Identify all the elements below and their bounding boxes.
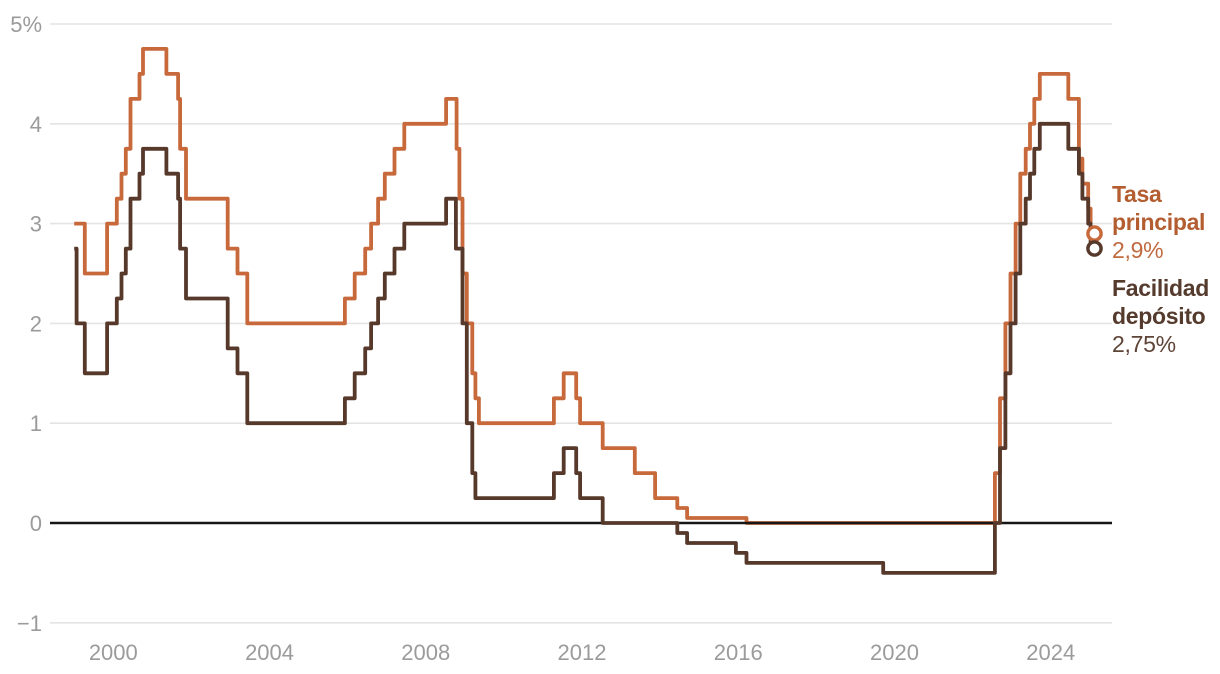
legend-main-rate-label: Tasa principal (1112, 180, 1220, 236)
legend-main-rate: Tasa principal 2,9% (1112, 180, 1220, 264)
end-marker-tasa-principal (1086, 225, 1103, 242)
legend-deposit-label-line1: Facilidad (1112, 275, 1209, 301)
legend-deposit: Facilidad depósito 2,75% (1112, 274, 1220, 358)
x-tick-label: 2016 (714, 640, 763, 665)
legend-main-rate-label-line1: Tasa (1112, 181, 1162, 207)
legend-main-rate-label-line2: principal (1112, 209, 1206, 235)
y-tick-label: 5% (10, 12, 42, 37)
y-tick-label: −1 (17, 611, 42, 636)
y-tick-label: 1 (30, 411, 42, 436)
y-tick-label: 0 (30, 511, 42, 536)
series-line-facilidad-deposito (74, 121, 1095, 575)
y-tick-label: 3 (30, 212, 42, 237)
x-tick-label: 2008 (401, 640, 450, 665)
legend-main-rate-value: 2,9% (1112, 237, 1164, 263)
chart-legend: Tasa principal 2,9% Facilidad depósito 2… (1112, 180, 1220, 368)
legend-deposit-value: 2,75% (1112, 331, 1176, 357)
y-tick-label: 2 (30, 311, 42, 336)
series-line-tasa-principal (74, 47, 1095, 525)
end-marker-facilidad-deposito (1086, 240, 1103, 257)
x-tick-label: 2000 (89, 640, 138, 665)
x-tick-label: 2024 (1026, 640, 1075, 665)
legend-deposit-label: Facilidad depósito (1112, 274, 1220, 330)
x-tick-label: 2020 (870, 640, 919, 665)
legend-deposit-label-line2: depósito (1112, 303, 1206, 329)
x-tick-label: 2004 (245, 640, 294, 665)
x-tick-label: 2012 (558, 640, 607, 665)
y-tick-label: 4 (30, 112, 42, 137)
